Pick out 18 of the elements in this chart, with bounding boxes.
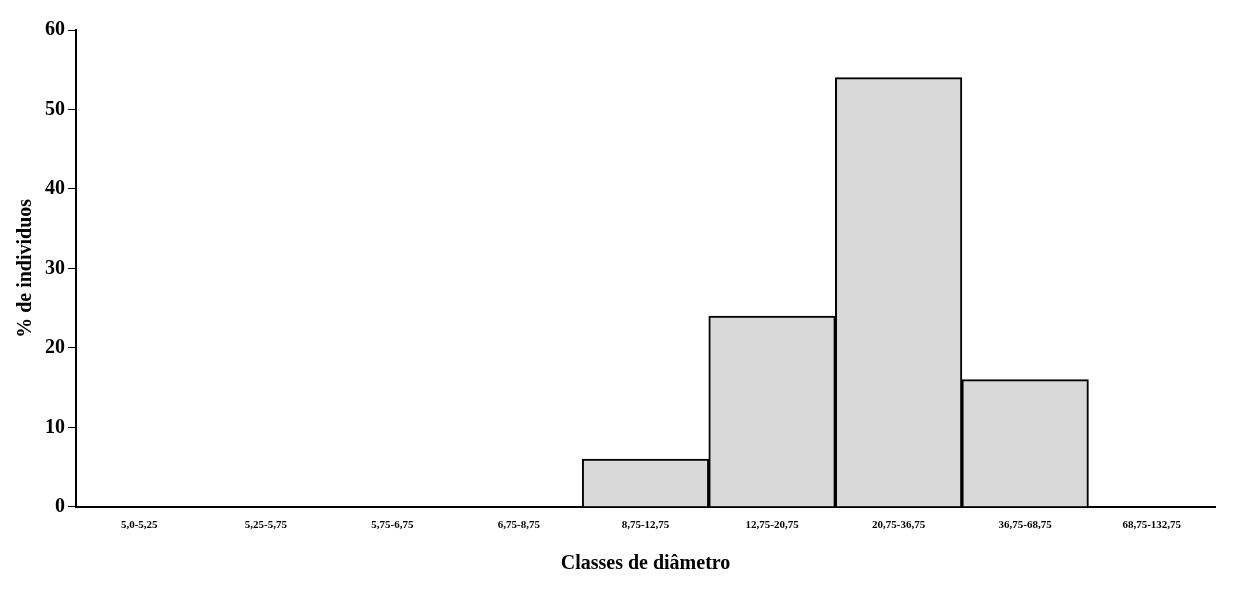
x-tick-label: 20,75-36,75 (872, 518, 926, 531)
x-tick-label: 6,75-8,75 (497, 518, 541, 531)
y-tick-label: 40 (45, 176, 65, 199)
y-axis-title: % de individuos (13, 198, 36, 338)
y-tick-label: 60 (45, 17, 65, 40)
x-axis-title: Classes de diâmetro (560, 551, 731, 574)
x-tick-label: 5,75-6,75 (371, 518, 414, 531)
x-tick-label: 8,75-12,75 (621, 518, 670, 531)
x-tick-label: 5,25-5,75 (244, 518, 288, 531)
x-tick-label: 5,0-5,25 (120, 518, 159, 531)
y-tick-label: 10 (45, 414, 65, 437)
y-tick-label: 30 (45, 255, 65, 278)
y-tick-label: 0 (55, 493, 65, 516)
x-tick-label: 68,75-132,75 (1122, 518, 1182, 531)
x-tick-label: 12,75-20,75 (745, 518, 800, 531)
x-tick-label: 36,75-68,75 (998, 518, 1053, 531)
y-tick-label: 20 (45, 335, 65, 358)
y-tick-label: 50 (45, 96, 65, 119)
